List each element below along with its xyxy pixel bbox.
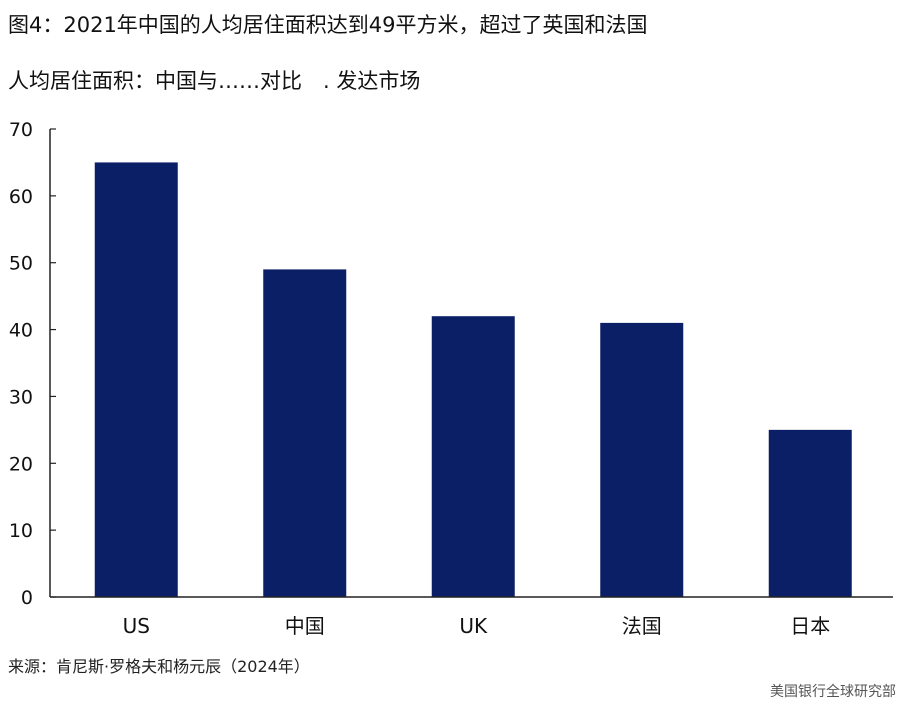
y-tick-label: 50 [9,253,33,275]
y-tick-label: 60 [9,186,33,208]
y-axis-ticks: 0 10 20 30 40 50 60 70 [9,119,56,609]
bars-group [94,162,852,597]
bar-0 [94,162,178,597]
y-tick-label: 70 [9,119,33,141]
x-axis-ticks: US 中国 UK 法国 日本 [123,614,831,638]
y-tick-label: 40 [9,320,33,342]
y-tick-label: 10 [9,520,33,542]
x-tick-label: 法国 [622,614,662,638]
source-note: 来源：肯尼斯·罗格夫和杨元辰（2024年） [8,657,310,676]
bar-4 [768,429,852,597]
figure-title: 图4：2021年中国的人均居住面积达到49平方米，超过了英国和法国 [8,13,648,37]
bar-3 [600,322,684,597]
y-tick-label: 20 [9,453,33,475]
x-tick-label: UK [459,614,488,638]
y-tick-label: 0 [21,587,33,609]
x-tick-label: 日本 [790,614,830,638]
x-tick-label: 中国 [285,614,325,638]
watermark: 美国银行全球研究部 [770,684,896,700]
x-tick-label: US [123,614,150,638]
bar-1 [263,269,347,597]
chart-title: 人均居住面积：中国与……对比 . 发达市场 [8,69,421,93]
y-tick-label: 30 [9,386,33,408]
bar-2 [431,316,515,597]
